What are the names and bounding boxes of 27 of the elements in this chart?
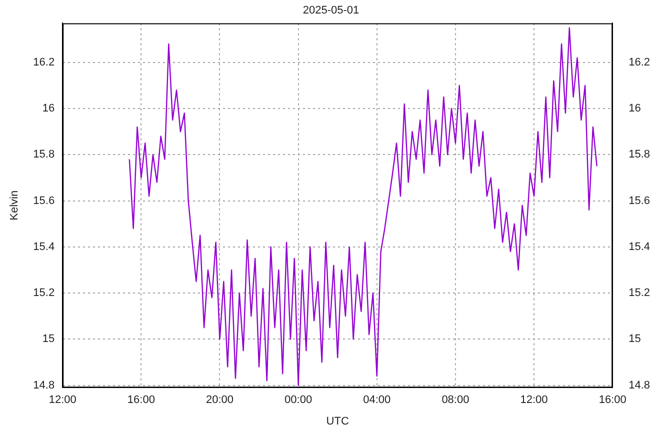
y2-tick-label: 14.8 <box>628 379 650 392</box>
y-tick-label: 15.8 <box>33 148 55 161</box>
x-tick-label: 00:00 <box>284 394 312 406</box>
x-tick-label: 08:00 <box>442 394 470 406</box>
x-axis-title: UTC <box>326 415 349 428</box>
x-tick-label: 12:00 <box>48 394 76 406</box>
chart-title: 2025-05-01 <box>302 4 360 17</box>
x-tick-label: 16:00 <box>127 394 155 406</box>
y-tick-label: 14.8 <box>33 379 55 392</box>
y2-tick-label: 16 <box>628 102 641 115</box>
x-tick-label: 20:00 <box>206 394 234 406</box>
y2-tick-label: 15 <box>628 333 641 346</box>
y-tick-label: 15.2 <box>33 287 55 300</box>
y-tick-label: 16.2 <box>33 56 55 68</box>
x-tick-label: 12:00 <box>520 394 548 406</box>
x-tick-label: 16:00 <box>598 394 626 406</box>
y2-tick-label: 16.2 <box>628 56 650 68</box>
y2-tick-label: 15.4 <box>628 240 650 253</box>
y-tick-label: 15.6 <box>33 194 55 207</box>
y-tick-label: 16 <box>42 102 55 115</box>
y2-tick-label: 15.2 <box>628 287 650 300</box>
y2-tick-label: 15.6 <box>628 194 650 207</box>
y2-tick-label: 15.8 <box>628 148 650 161</box>
y-axis-title: Kelvin <box>8 190 21 220</box>
x-tick-label: 04:00 <box>363 394 391 406</box>
y-tick-label: 15 <box>42 333 55 346</box>
y-tick-label: 15.4 <box>33 240 55 253</box>
